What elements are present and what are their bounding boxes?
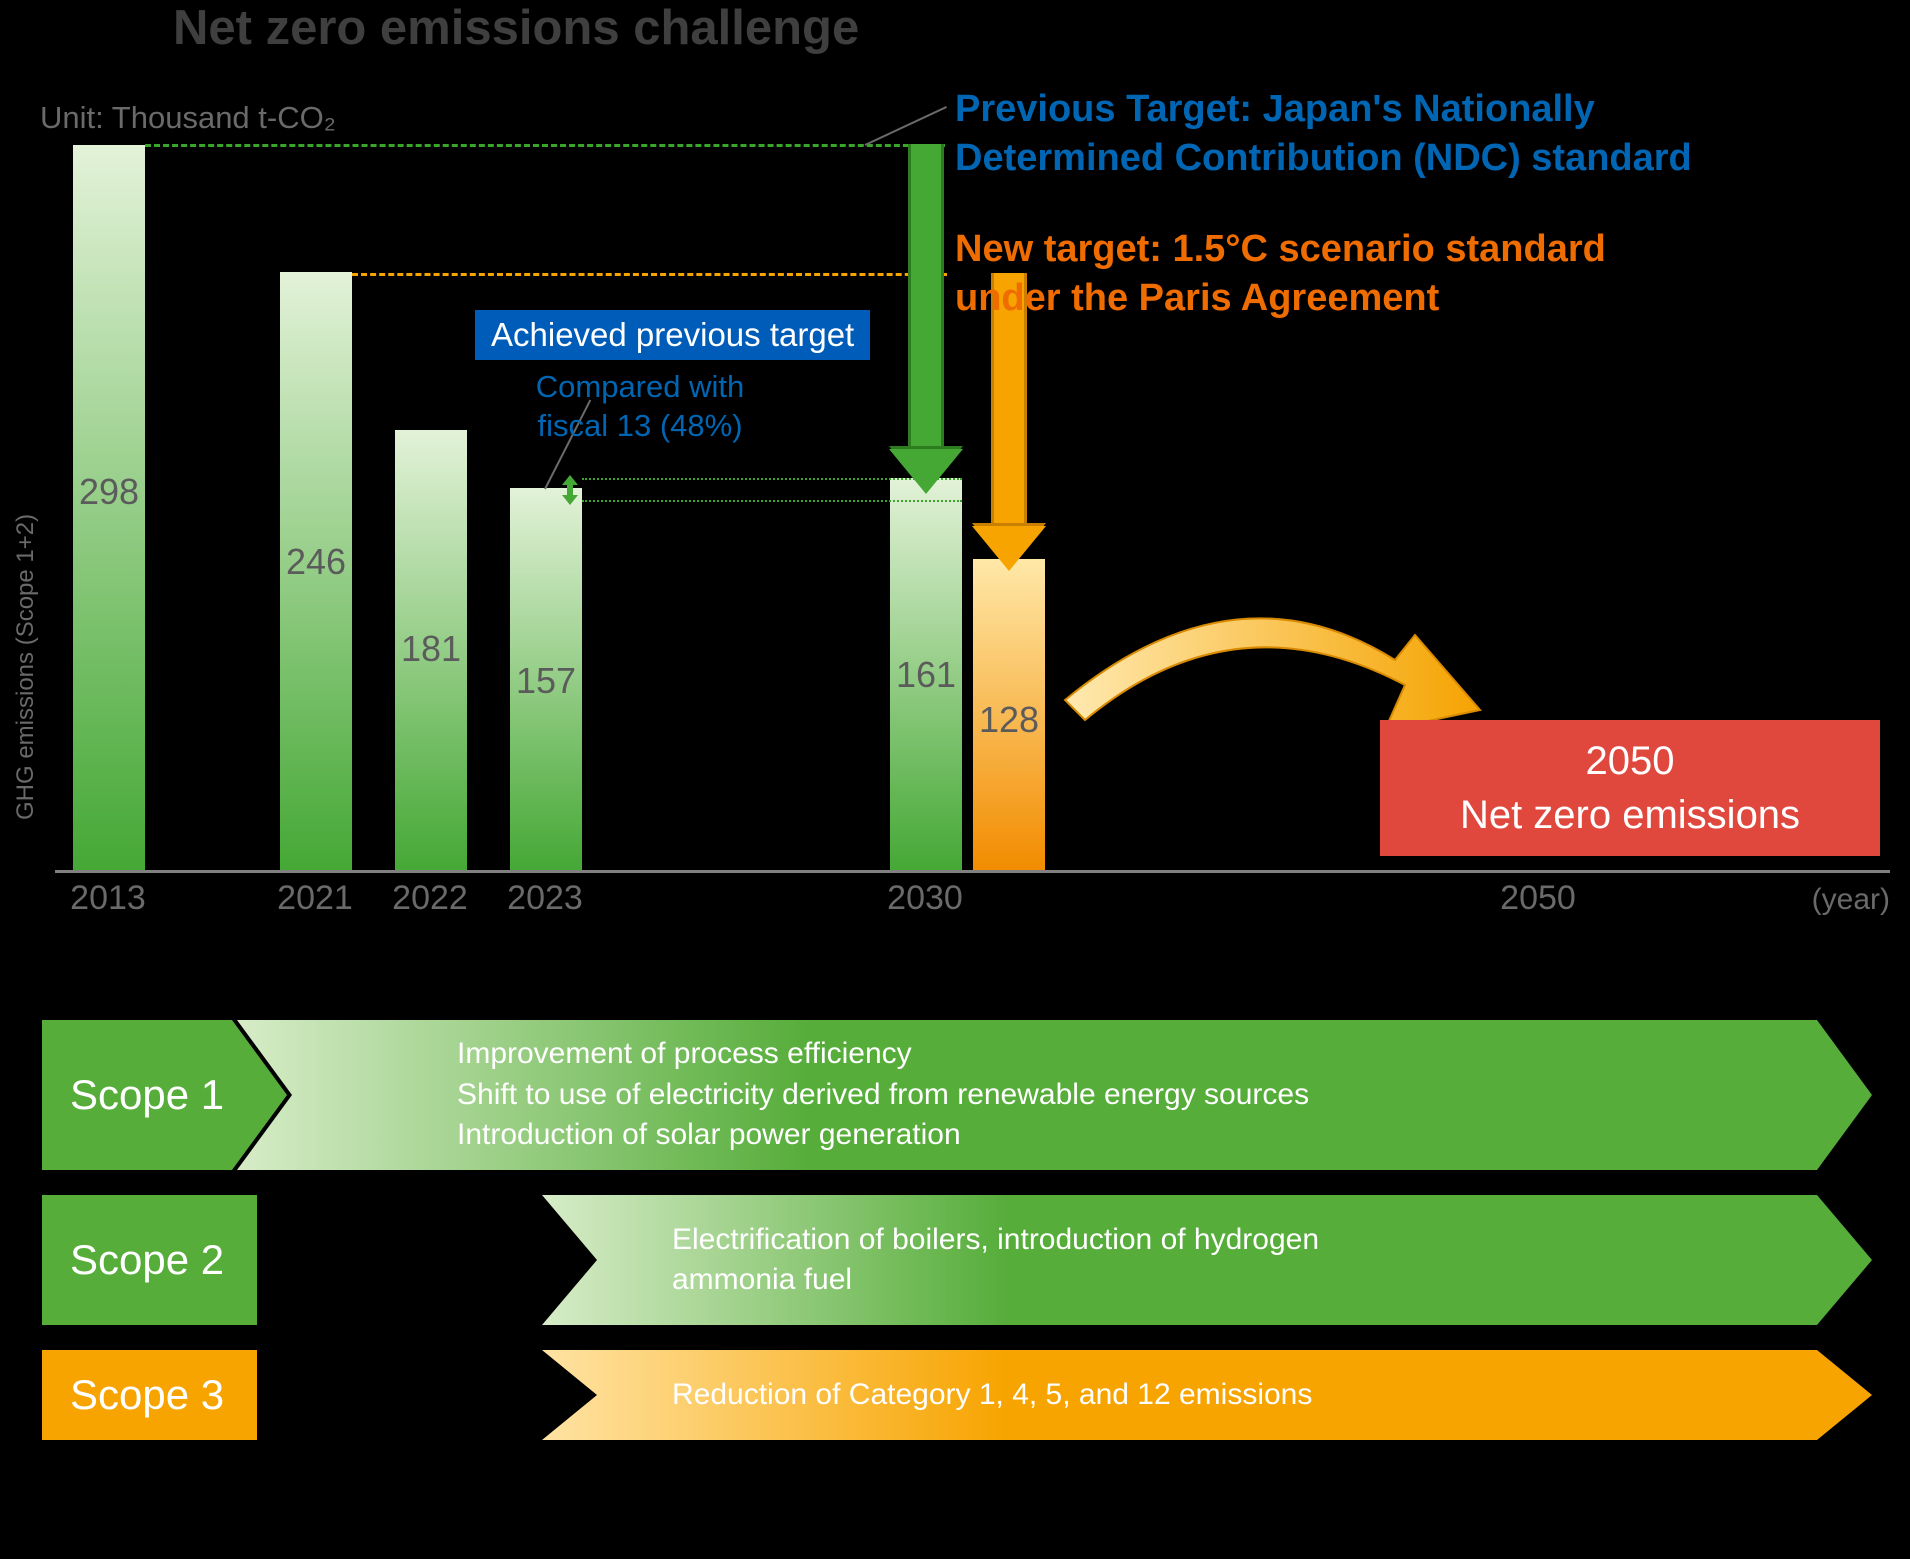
scope-3-text: Reduction of Category 1, 4, 5, and 12 em… bbox=[542, 1375, 1312, 1416]
x-tick-2023: 2023 bbox=[490, 879, 600, 918]
bar-2030-prev: 161 bbox=[890, 478, 962, 870]
bar-value-label: 181 bbox=[401, 628, 461, 670]
scope-1-arrow: Improvement of process efficiency Shift … bbox=[237, 1020, 1872, 1170]
scope-2-arrow: Electrification of boilers, introduction… bbox=[542, 1195, 1872, 1325]
x-axis-suffix: (year) bbox=[1812, 883, 1890, 917]
unit-label: Unit: Thousand t-CO₂ bbox=[40, 100, 336, 136]
scope-3-arrow: Reduction of Category 1, 4, 5, and 12 em… bbox=[542, 1350, 1872, 1440]
x-tick-2050: 2050 bbox=[1483, 879, 1593, 918]
prev-target-dashed-line bbox=[145, 144, 945, 147]
bar-value-label: 128 bbox=[979, 699, 1039, 741]
bar-2021: 246 bbox=[280, 272, 352, 870]
new-target-text: New target: 1.5°C scenario standard unde… bbox=[955, 225, 1895, 324]
prev-target-callout-line bbox=[865, 106, 947, 146]
net-zero-2050-box: 2050 Net zero emissions bbox=[1380, 720, 1880, 856]
x-axis-line bbox=[55, 870, 1890, 873]
bar-value-label: 246 bbox=[286, 541, 346, 583]
scope-1-label: Scope 1 bbox=[42, 1020, 287, 1170]
delta-indicator-icon bbox=[558, 475, 582, 505]
achieved-dotted-line-2 bbox=[582, 500, 962, 502]
emissions-chart: GHG emissions (Scope 1+2) Unit: Thousand… bbox=[20, 100, 1890, 915]
x-tick-2022: 2022 bbox=[375, 879, 485, 918]
achieved-previous-target-badge: Achieved previous target bbox=[475, 310, 870, 360]
scope-2-text: Electrification of boilers, introduction… bbox=[542, 1220, 1319, 1301]
previous-target-text: Previous Target: Japan's Nationally Dete… bbox=[955, 85, 1895, 184]
bar-value-label: 298 bbox=[79, 471, 139, 513]
bar-2013: 298 bbox=[73, 145, 145, 870]
scope-3-label: Scope 3 bbox=[42, 1350, 257, 1440]
bar-2022: 181 bbox=[395, 430, 467, 870]
page-title: Net zero emissions challenge bbox=[173, 0, 859, 56]
y-axis-label: GHG emissions (Scope 1+2) bbox=[12, 514, 40, 820]
bar-value-label: 157 bbox=[516, 660, 576, 702]
x-tick-2030: 2030 bbox=[870, 879, 980, 918]
bar-value-label: 161 bbox=[896, 654, 956, 696]
scope-1-text: Improvement of process efficiency Shift … bbox=[237, 1034, 1309, 1156]
x-tick-2021: 2021 bbox=[260, 879, 370, 918]
bar-2023: 157 bbox=[510, 488, 582, 870]
achieved-subtext: Compared with fiscal 13 (48%) bbox=[510, 368, 770, 446]
bar-2030-new: 128 bbox=[973, 559, 1045, 870]
scope-2-label: Scope 2 bbox=[42, 1195, 257, 1325]
x-tick-2013: 2013 bbox=[53, 879, 163, 918]
new-target-dashed-line bbox=[352, 273, 947, 276]
